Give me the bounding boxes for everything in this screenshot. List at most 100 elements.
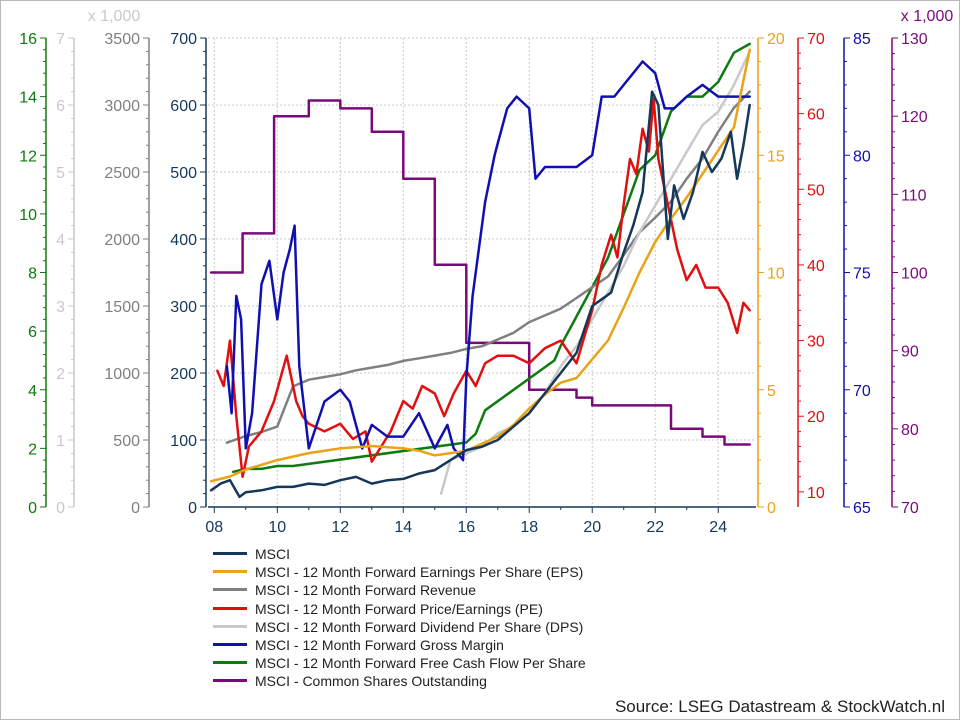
msci-tick-label: 0	[188, 500, 197, 517]
dps-tick-label: 3	[56, 299, 65, 316]
series-line	[216, 97, 751, 478]
shares-tick-label: 130	[901, 31, 928, 48]
msci-tick-label: 400	[170, 232, 197, 249]
legend-label: MSCI - 12 Month Forward Price/Earnings (…	[255, 600, 543, 617]
pe-tick-label: 30	[807, 334, 825, 351]
legend-label: MSCI - 12 Month Forward Revenue	[255, 582, 476, 599]
pe-tick-label: 60	[807, 107, 825, 124]
fcf-tick-label: 16	[19, 31, 37, 48]
msci-tick-label: 300	[170, 299, 197, 316]
eps-tick-label: 15	[767, 148, 785, 165]
series-line	[439, 50, 751, 495]
dps-tick-label: 2	[56, 366, 65, 383]
dps-tick-label: 0	[56, 500, 65, 517]
chart-legend: MSCI MSCI - 12 Month Forward Earnings Per…	[213, 545, 586, 691]
legend-swatch	[213, 642, 247, 646]
pe-tick-label: 10	[807, 485, 825, 502]
legend-label: MSCI - 12 Month Forward Free Cash Flow P…	[255, 655, 586, 672]
legend-swatch	[213, 570, 247, 574]
x-tick-label: 18	[520, 519, 538, 536]
legend-item: MSCI - 12 Month Forward Price/Earnings (…	[213, 600, 586, 618]
dps-tick-label: 7	[56, 31, 65, 48]
dps-tick-label: 6	[56, 98, 65, 115]
msci-tick-label: 700	[170, 31, 197, 48]
margin-tick-label: 80	[853, 148, 871, 165]
legend-item: MSCI - 12 Month Forward Gross Margin	[213, 636, 586, 654]
legend-label: MSCI - Common Shares Outstanding	[255, 673, 487, 690]
dps-tick-label: 4	[56, 232, 65, 249]
revenue-tick-label: 500	[113, 433, 140, 450]
shares-tick-label: 100	[901, 266, 928, 283]
pe-tick-label: 20	[807, 409, 825, 426]
fcf-tick-label: 10	[19, 207, 37, 224]
eps-tick-label: 5	[767, 383, 776, 400]
legend-label: MSCI - 12 Month Forward Dividend Per Sha…	[255, 618, 584, 635]
pe-tick-label: 40	[807, 258, 825, 275]
fcf-tick-label: 12	[19, 148, 37, 165]
series-line	[209, 90, 751, 499]
eps-tick-label: 20	[767, 31, 785, 48]
shares-tick-label: 70	[901, 500, 919, 517]
shares-multiplier-label: x 1,000	[901, 8, 954, 25]
legend-label: MSCI - 12 Month Forward Gross Margin	[255, 636, 504, 653]
x-tick-label: 14	[394, 519, 412, 536]
eps-tick-label: 0	[767, 500, 776, 517]
legend-swatch	[213, 661, 247, 665]
pe-tick-label: 50	[807, 182, 825, 199]
dps-multiplier-label: x 1,000	[88, 8, 141, 25]
fcf-tick-label: 8	[28, 266, 37, 283]
msci-tick-label: 600	[170, 98, 197, 115]
revenue-tick-label: 3000	[104, 98, 140, 115]
shares-tick-label: 80	[901, 422, 919, 439]
legend-swatch	[213, 624, 247, 628]
shares-tick-label: 110	[901, 187, 927, 204]
legend-swatch	[213, 679, 247, 683]
legend-item: MSCI	[213, 545, 586, 563]
x-tick-label: 08	[205, 519, 223, 536]
x-tick-label: 12	[331, 519, 349, 536]
series-line	[231, 42, 751, 474]
series-line	[225, 60, 751, 462]
revenue-tick-label: 1000	[104, 366, 140, 383]
x-tick-label: 20	[583, 519, 601, 536]
legend-swatch	[213, 552, 247, 555]
fcf-tick-label: 2	[28, 441, 37, 458]
legend-swatch	[213, 588, 247, 592]
legend-swatch	[213, 606, 247, 610]
msci-tick-label: 500	[170, 165, 197, 182]
revenue-tick-label: 3500	[104, 31, 140, 48]
margin-tick-label: 65	[853, 500, 871, 517]
shares-tick-label: 120	[901, 109, 928, 126]
legend-item: MSCI - 12 Month Forward Earnings Per Sha…	[213, 563, 586, 581]
revenue-tick-label: 2500	[104, 165, 140, 182]
series-line	[225, 90, 751, 444]
legend-label: MSCI	[255, 546, 290, 562]
dps-tick-label: 1	[56, 433, 65, 450]
fcf-tick-label: 4	[28, 383, 37, 400]
fcf-tick-label: 14	[19, 90, 37, 107]
dps-tick-label: 5	[56, 165, 65, 182]
pe-tick-label: 70	[807, 31, 825, 48]
legend-item: MSCI - 12 Month Forward Revenue	[213, 581, 586, 599]
series-line	[209, 48, 751, 483]
margin-tick-label: 85	[853, 31, 871, 48]
x-tick-label: 24	[709, 519, 727, 536]
legend-label: MSCI - 12 Month Forward Earnings Per Sha…	[255, 564, 584, 581]
legend-item: MSCI - 12 Month Forward Free Cash Flow P…	[213, 654, 586, 672]
msci-tick-label: 200	[170, 366, 197, 383]
shares-tick-label: 90	[901, 344, 919, 361]
legend-item: MSCI - 12 Month Forward Dividend Per Sha…	[213, 618, 586, 636]
eps-tick-label: 10	[767, 266, 785, 283]
fcf-tick-label: 6	[28, 324, 37, 341]
revenue-tick-label: 0	[131, 500, 140, 517]
revenue-tick-label: 2000	[104, 232, 140, 249]
x-tick-label: 16	[457, 519, 475, 536]
margin-tick-label: 70	[853, 383, 871, 400]
source-note: Source: LSEG Datastream & StockWatch.nl	[614, 697, 945, 716]
revenue-tick-label: 1500	[104, 299, 140, 316]
x-tick-label: 22	[646, 519, 664, 536]
margin-tick-label: 75	[853, 266, 871, 283]
msci-tick-label: 100	[170, 433, 197, 450]
